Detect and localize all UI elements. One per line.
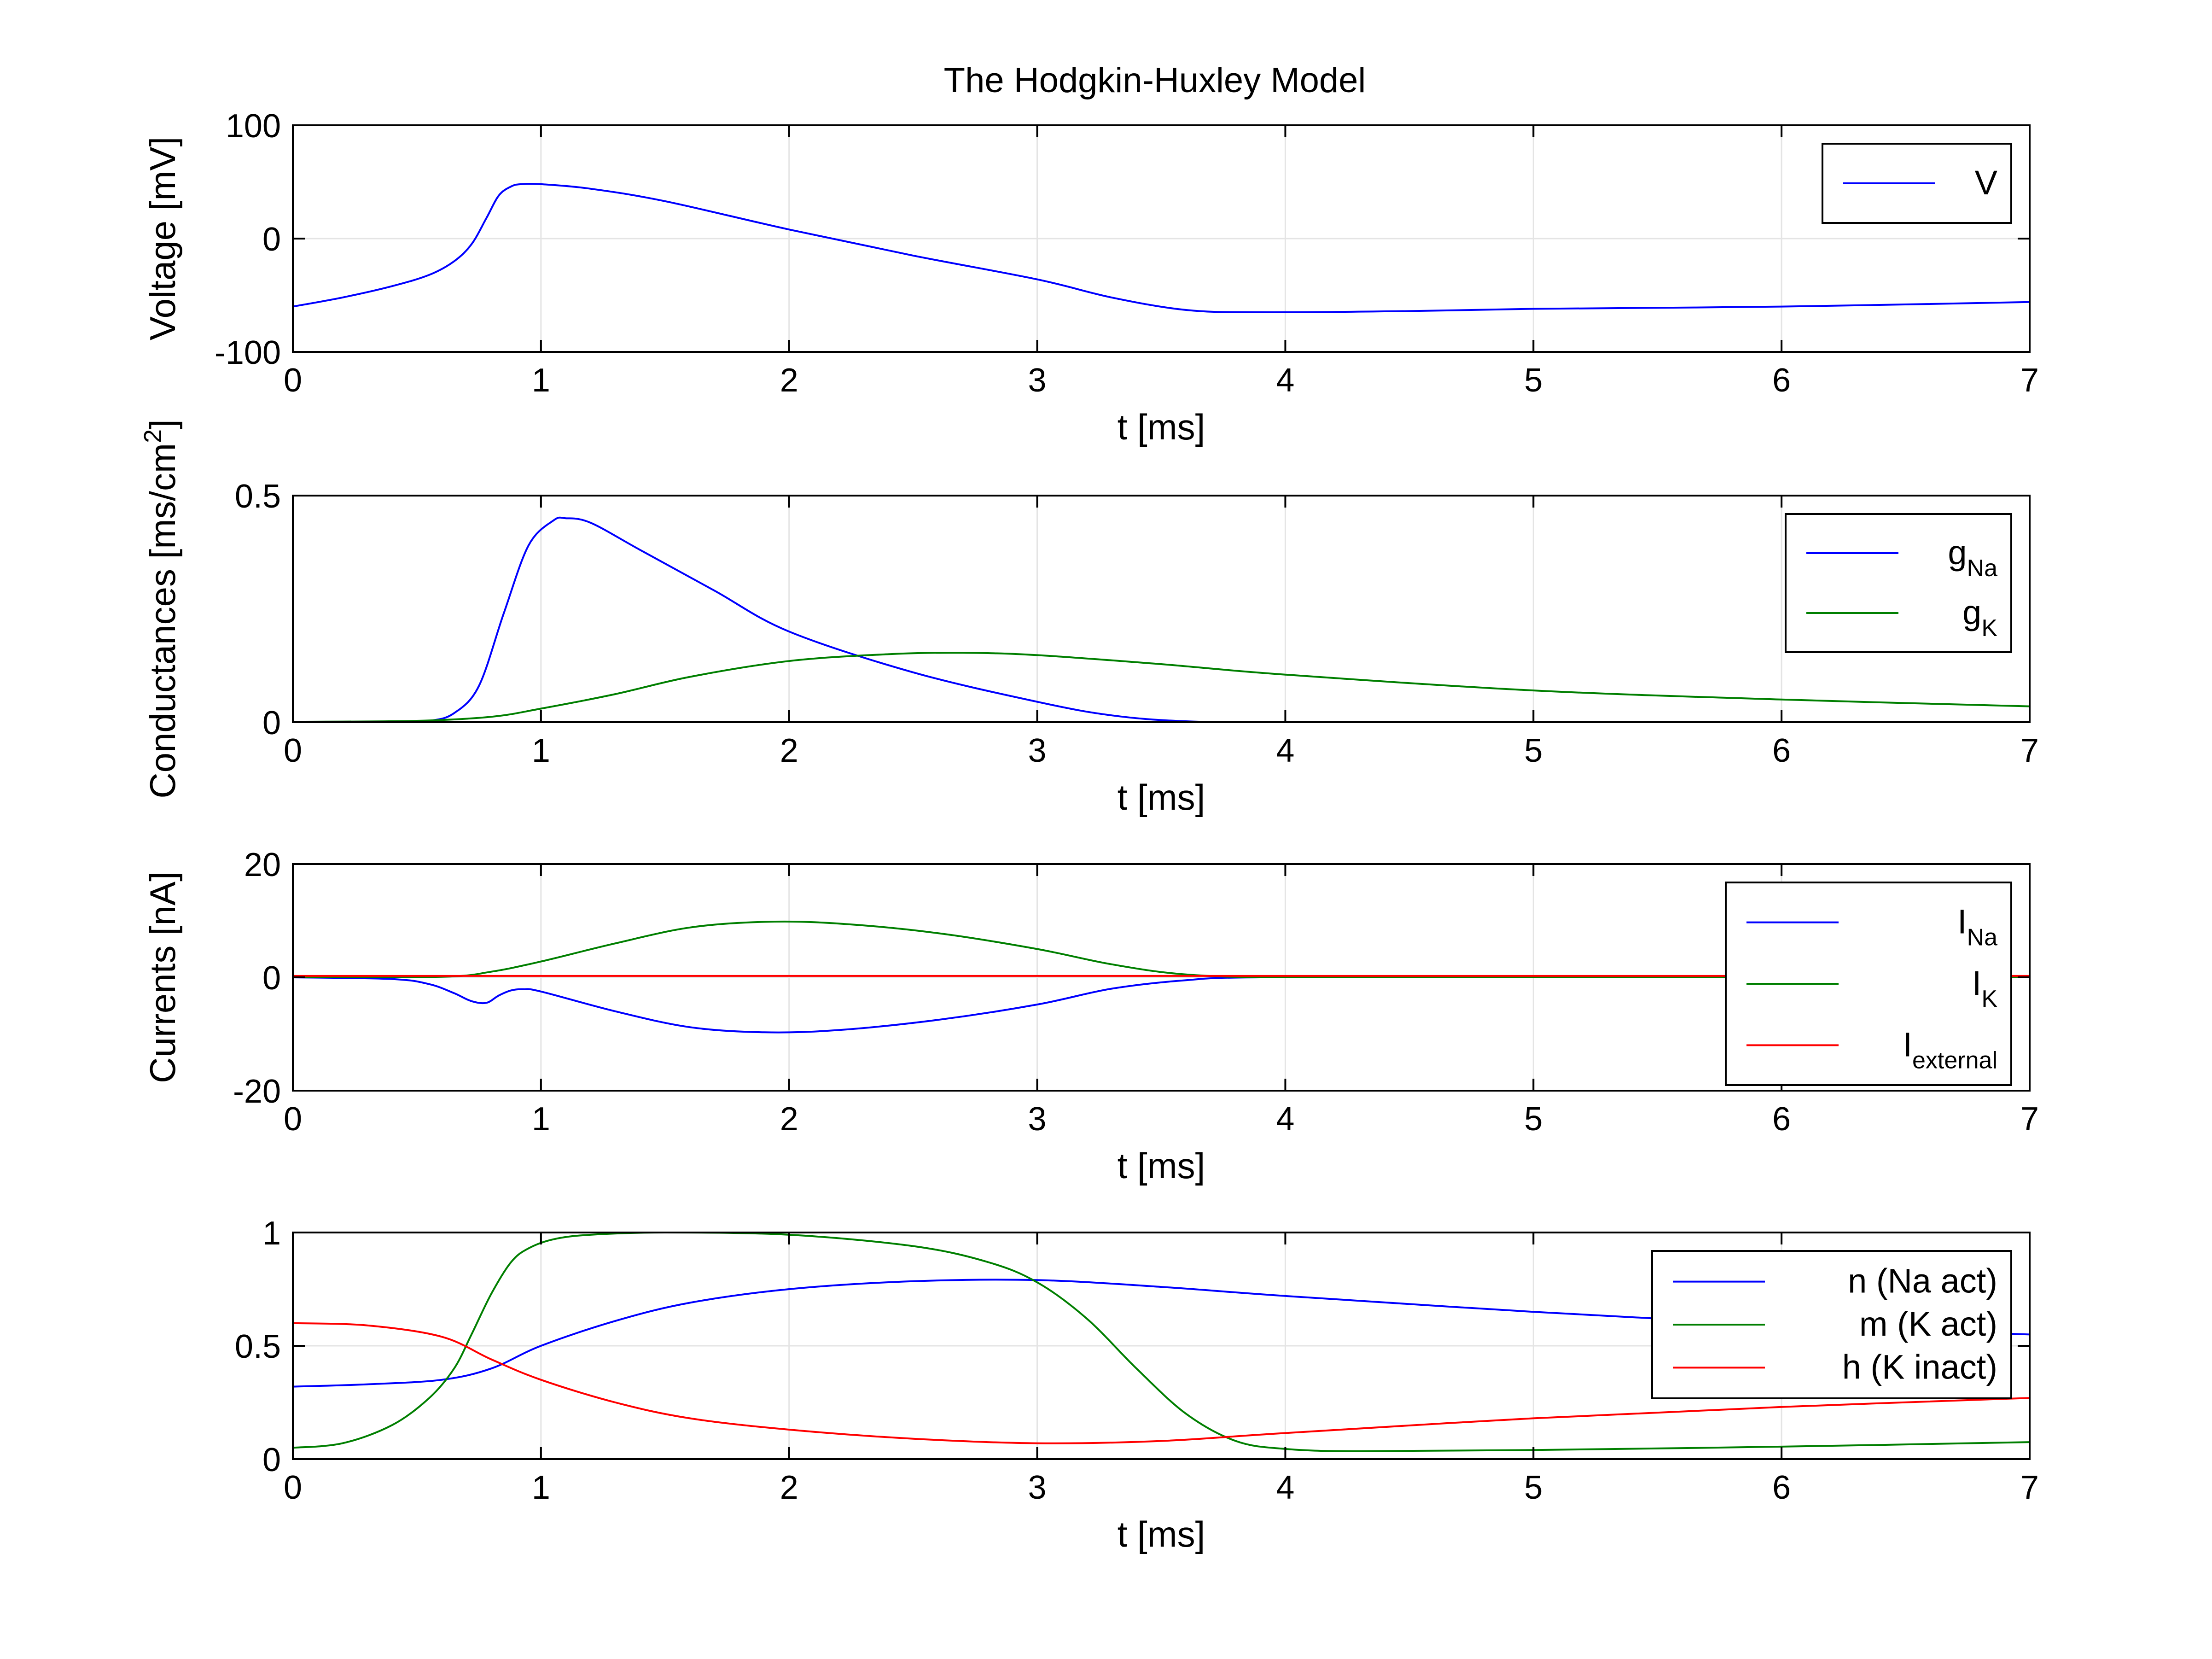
x-tick-label: 5 (1524, 1101, 1543, 1138)
y-tick-label: -20 (233, 1073, 281, 1110)
x-tick-label: 3 (1028, 362, 1047, 399)
series-line-m-k-act- (293, 1233, 2030, 1452)
axes-frame (292, 495, 2031, 723)
x-tick-label: 2 (780, 1101, 798, 1138)
y-tick-label: -100 (215, 334, 281, 371)
x-tick-label: 2 (780, 362, 798, 399)
x-tick-label: 1 (532, 732, 550, 769)
figure-title: The Hodgkin-Huxley Model (944, 61, 1366, 100)
legend-box (1785, 513, 2012, 653)
x-tick-label: 4 (1276, 732, 1294, 769)
x-tick-label: 2 (780, 1469, 798, 1506)
legend-entry: m (K act) (1859, 1305, 1997, 1343)
x-tick-label: 7 (2020, 1101, 2039, 1138)
legend-entry: h (K inact) (1842, 1348, 1997, 1386)
legend: n (Na act) m (K act) h (K inact) (1651, 1250, 2012, 1399)
y-tick-label: 100 (226, 108, 281, 145)
x-tick-label: 3 (1028, 1101, 1047, 1138)
y-axis-label: Voltage [mV] (142, 137, 183, 340)
x-axis-label: t [ms] (1118, 777, 1205, 818)
y-tick-label: 20 (244, 847, 281, 883)
x-tick-label: 4 (1276, 362, 1294, 399)
x-axis-label: t [ms] (1118, 407, 1205, 447)
axes-background (293, 496, 2030, 722)
x-tick-label: 3 (1028, 732, 1047, 769)
series-line-gk (293, 652, 2030, 722)
x-tick-label: 7 (2020, 732, 2039, 769)
series-line-h-k-inact- (293, 1322, 2030, 1444)
x-tick-label: 7 (2020, 1469, 2039, 1506)
series-line-v (293, 182, 2030, 313)
x-tick-label: 6 (1772, 1101, 1791, 1138)
y-axis-label: Conductances [ms/cm2] (139, 419, 183, 798)
legend-entry: V (1975, 164, 1998, 202)
y-tick-label: 0.5 (235, 1328, 281, 1365)
legend-entry: Iexternal (1903, 1025, 1997, 1074)
x-tick-label: 6 (1772, 362, 1791, 399)
legend-entry: n (Na act) (1848, 1262, 1997, 1300)
legend: INa IK Iexternal (1725, 882, 2012, 1086)
x-tick-label: 6 (1772, 1469, 1791, 1506)
x-tick-label: 0 (284, 362, 302, 399)
x-tick-label: 1 (532, 1469, 550, 1506)
legend-entry: gK (1962, 593, 1997, 642)
y-axis-label: Currents [nA] (142, 871, 183, 1083)
y-tick-label: 0 (262, 1442, 281, 1478)
y-tick-label: 0.5 (235, 478, 281, 515)
x-tick-label: 3 (1028, 1469, 1047, 1506)
x-tick-label: 4 (1276, 1101, 1294, 1138)
y-tick-label: 1 (262, 1215, 281, 1252)
x-tick-label: 5 (1524, 362, 1543, 399)
legend-entry: INa (1957, 903, 1997, 951)
subplot-4: 0 1 2 3 4 5 6 7 0 0.5 1 t [ms] n (Na act) m (K act) h … (235, 1215, 2039, 1554)
x-tick-label: 1 (532, 362, 550, 399)
x-tick-label: 6 (1772, 732, 1791, 769)
x-tick-label: 0 (284, 732, 302, 769)
series-line-gna (293, 516, 2030, 722)
x-axis-label: t [ms] (1118, 1145, 1205, 1186)
y-tick-label: 0 (262, 221, 281, 258)
y-tick-label: 0 (262, 705, 281, 742)
x-tick-label: 7 (2020, 362, 2039, 399)
legend: gNa gK (1785, 513, 2012, 653)
x-tick-label: 2 (780, 732, 798, 769)
x-tick-label: 1 (532, 1101, 550, 1138)
x-tick-label: 0 (284, 1469, 302, 1506)
legend-entry: IK (1972, 964, 1998, 1012)
y-tick-label: 0 (262, 960, 281, 997)
legend: V (1822, 143, 2012, 224)
x-axis-label: t [ms] (1118, 1514, 1205, 1554)
subplot-2: 0 1 2 3 4 5 6 7 0 0.5 t [ms] Conductances [ms/cm2] g… (139, 419, 2039, 818)
x-tick-label: 5 (1524, 1469, 1543, 1506)
legend-entry: gNa (1948, 533, 1997, 582)
x-tick-label: 5 (1524, 732, 1543, 769)
series-line-n-na-act- (293, 1279, 2030, 1388)
x-tick-label: 0 (284, 1101, 302, 1138)
x-tick-label: 4 (1276, 1469, 1294, 1506)
series-line-ik (293, 920, 2030, 979)
